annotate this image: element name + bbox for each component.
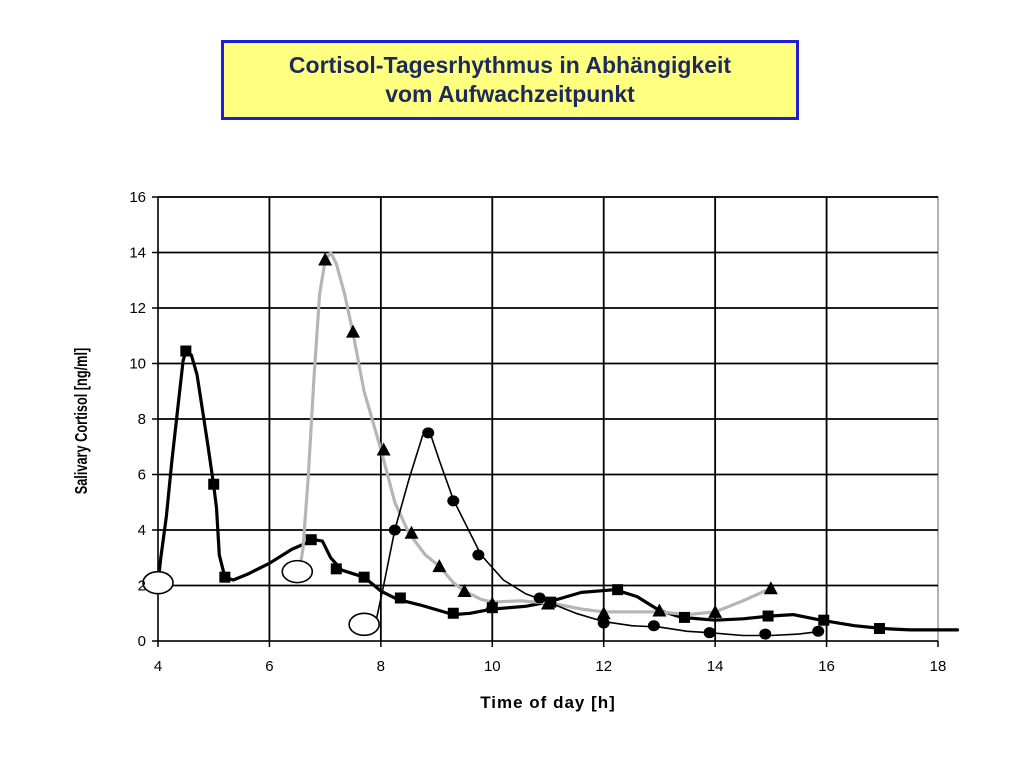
square-marker [358,571,370,583]
wake-time-marker [348,612,380,637]
series-line-circle [374,434,822,637]
square-marker [180,345,192,357]
square-marker [394,592,406,604]
triangle-marker [541,596,555,610]
triangle-marker [485,596,500,610]
triangle-marker [652,603,667,617]
series-line-square [156,349,960,632]
y-tick-label: 16 [129,189,146,206]
circle-marker [472,549,485,561]
x-tick-label: 16 [818,658,835,675]
y-tick-label: 12 [129,300,146,317]
triangle-marker [432,559,447,573]
square-marker [219,571,231,583]
x-tick-label: 6 [265,658,273,675]
tick-labels: 0 2 4 6 8 10 12 14 16 4 6 8 10 12 14 16 18 [129,189,946,675]
square-marker [447,607,459,619]
x-tick-label: 10 [484,658,501,675]
square-marker [874,623,885,635]
circle-marker [422,427,435,439]
triangle-marker [376,442,391,456]
triangle-marker [346,324,360,338]
triangle-marker [763,581,778,595]
series-lines [156,250,960,637]
wake-time-markers [142,559,380,637]
square-marker [818,614,830,626]
circle-marker [647,620,660,632]
circle-marker [533,592,546,604]
x-tick-label: 4 [154,658,162,675]
circle-marker [597,617,610,629]
chart-title-line-1: Cortisol-Tagesrhythmus in Abhängigkeit [288,52,732,78]
triangle-marker [708,604,723,618]
y-tick-label: 8 [138,411,146,428]
circle-marker [812,625,825,637]
y-tick-label: 14 [129,245,146,262]
square-marker [305,534,317,546]
chart-title-box: Cortisol-Tagesrhythmus in Abhängigkeit v… [221,40,799,120]
triangle-marker [457,584,472,598]
x-tick-label: 14 [707,658,724,675]
y-tick-label: 6 [138,467,146,484]
x-tick-label: 12 [595,658,612,675]
grid-lines [157,196,939,642]
x-tick-label: 8 [377,658,385,675]
square-marker [208,478,220,490]
y-tick-label: 4 [138,522,146,539]
circle-marker [759,628,772,640]
square-marker [679,611,690,623]
x-tick-label: 18 [930,658,947,675]
triangle-marker [596,606,611,620]
square-marker [612,584,624,596]
square-marker [330,563,342,575]
y-axis-title: Salivary Cortisol [ng/ml] [72,348,91,495]
triangle-marker [404,525,419,539]
circle-marker [447,495,460,507]
circle-marker [388,524,401,536]
chart-title-line-2: vom Aufwachzeitpunkt [385,81,635,107]
wake-time-marker [142,570,174,595]
series-markers [180,252,885,640]
y-tick-label: 10 [129,356,146,373]
circle-marker [703,627,716,639]
y-tick-label: 0 [138,633,146,650]
wake-time-marker [281,559,314,584]
y-tick-label: 2 [138,578,146,595]
triangle-marker [318,252,333,266]
square-marker [762,610,774,622]
series-line-triangle [298,250,773,617]
x-axis-title: Time of day [h] [480,693,616,712]
